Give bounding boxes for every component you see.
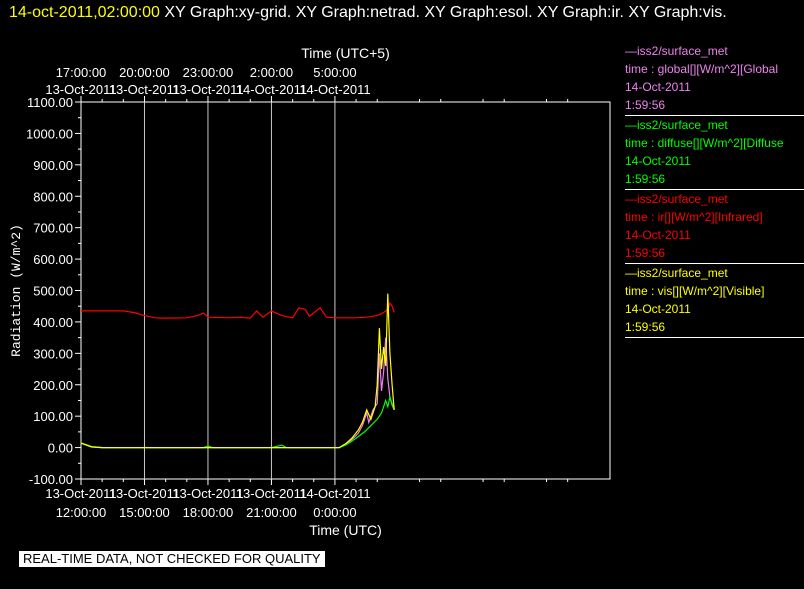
legend: —iss2/surface_met time : global[][W/m^2]… [625, 42, 804, 338]
legend-time: 1:59:56 [625, 172, 666, 186]
x-tick-time: 21:00:00 [246, 505, 297, 520]
legend-source: —iss2/surface_met [625, 118, 728, 132]
title-graph-list: XY Graph:xy-grid. XY Graph:netrad. XY Gr… [159, 4, 727, 21]
x-top-tick-date: 14-Oct-2011 [236, 82, 307, 97]
x-tick-date: 14-Oct-2011 [299, 486, 370, 501]
y-tick-label: 900.00 [33, 158, 73, 173]
quality-disclaimer: REAL-TIME DATA, NOT CHECKED FOR QUALITY [19, 551, 325, 567]
x-tick-date: 13-Oct-2011 [45, 486, 116, 501]
legend-source: —iss2/surface_met [625, 192, 728, 206]
y-axis-label: Radiation (W/m^2) [9, 224, 24, 357]
y-tick-label: 1100.00 [27, 95, 73, 110]
y-tick-label: 100.00 [33, 409, 73, 424]
y-tick-label: 800.00 [33, 189, 73, 204]
x-tick-time: 0:00:00 [313, 505, 356, 520]
y-tick-label: 1000.00 [26, 126, 73, 141]
x-tick-date: 13-Oct-2011 [172, 486, 243, 501]
x-tick-date: 13-Oct-2011 [236, 486, 307, 501]
series-line-ir [81, 301, 395, 319]
y-tick-label: 500.00 [33, 284, 73, 299]
y-tick-label: 0.00 [48, 441, 73, 456]
legend-time: 1:59:56 [625, 246, 666, 260]
legend-variable: time : ir[][W/m^2][Infrared] [625, 210, 763, 224]
x-top-tick-time: 5:00:00 [313, 65, 356, 80]
y-tick-label: 400.00 [33, 315, 73, 330]
x-top-tick-date: 13-Oct-2011 [45, 82, 116, 97]
legend-source: —iss2/surface_met [625, 44, 728, 58]
legend-variable: time : diffuse[][W/m^2][Diffuse [625, 136, 784, 150]
legend-date: 14-Oct-2011 [625, 80, 691, 94]
legend-date: 14-Oct-2011 [625, 228, 691, 242]
y-tick-label: 700.00 [33, 221, 73, 236]
x-top-tick-time: 17:00:00 [56, 65, 107, 80]
x-top-tick-date: 13-Oct-2011 [109, 82, 180, 97]
plot-frame [80, 101, 611, 480]
legend-source: —iss2/surface_met [625, 266, 728, 280]
series-line-vis [80, 293, 395, 449]
x-top-tick-time: 23:00:00 [183, 65, 234, 80]
x-top-tick-time: 2:00:00 [250, 65, 293, 80]
title-timestamp: 14-oct-2011,02:00:00 [9, 4, 160, 21]
x-tick-time: 15:00:00 [119, 505, 170, 520]
legend-divider [625, 337, 804, 338]
x-tick-time: 12:00:00 [56, 505, 107, 520]
legend-date: 14-Oct-2011 [625, 302, 691, 316]
legend-entry-global: —iss2/surface_met time : global[][W/m^2]… [625, 42, 804, 116]
legend-divider [625, 263, 804, 264]
y-tick-label: 600.00 [33, 252, 73, 267]
y-tick-label: 300.00 [33, 346, 73, 361]
chart-title: 14-oct-2011,02:00:00 XY Graph:xy-grid. X… [9, 2, 799, 24]
legend-variable: time : vis[][W/m^2][Visible] [625, 284, 765, 298]
x-tick-date: 13-Oct-2011 [109, 486, 180, 501]
series-line-diffuse [80, 395, 395, 449]
legend-entry-diffuse: —iss2/surface_met time : diffuse[][W/m^2… [625, 116, 804, 190]
legend-time: 1:59:56 [625, 320, 666, 334]
x-top-tick-time: 20:00:00 [119, 65, 170, 80]
x-top-tick-date: 14-Oct-2011 [299, 82, 370, 97]
legend-date: 14-Oct-2011 [625, 154, 691, 168]
series-line-global [80, 337, 395, 449]
legend-entry-vis: —iss2/surface_met time : vis[][W/m^2][Vi… [625, 264, 804, 338]
x-tick-time: 18:00:00 [183, 505, 234, 520]
x-top-axis-label: Time (UTC+5) [301, 45, 390, 61]
legend-divider [625, 189, 804, 190]
legend-divider [625, 115, 804, 116]
y-tick-label: 200.00 [33, 378, 73, 393]
x-axis-label: Time (UTC) [309, 522, 382, 538]
legend-time: 1:59:56 [625, 98, 666, 112]
x-top-tick-date: 13-Oct-2011 [172, 82, 243, 97]
legend-variable: time : global[][W/m^2][Global [625, 62, 779, 76]
legend-entry-ir: —iss2/surface_met time : ir[][W/m^2][Inf… [625, 190, 804, 264]
y-tick-label: -100.00 [29, 472, 73, 487]
